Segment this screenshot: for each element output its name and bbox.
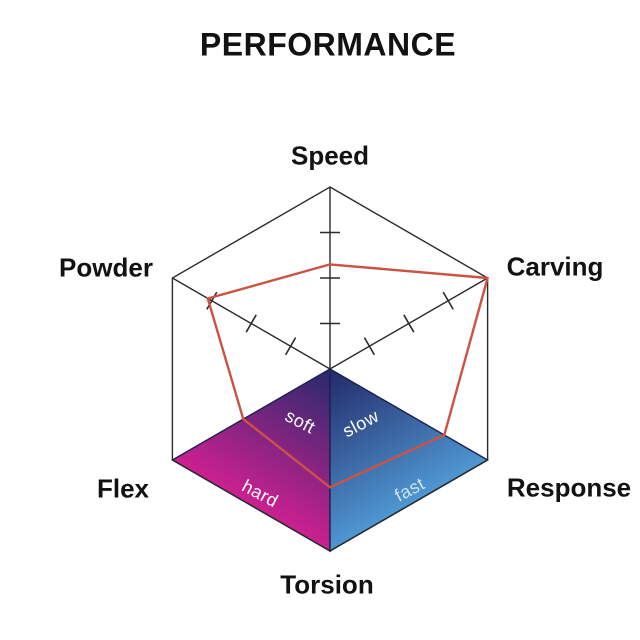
sector-torsion-response xyxy=(329,367,489,553)
data-polygon xyxy=(206,263,489,489)
axis-label-speed: Speed xyxy=(290,140,370,171)
axis-tick xyxy=(442,291,454,310)
chart-title: PERFORMANCE xyxy=(199,26,457,63)
axis-tick xyxy=(206,291,218,310)
axis-label-powder: Powder xyxy=(59,252,153,283)
axis-tick xyxy=(403,314,415,333)
axis-label-flex: Flex xyxy=(96,473,150,504)
axis-tick xyxy=(284,337,297,356)
axis-tick xyxy=(363,337,376,356)
axis-label-response: Response xyxy=(506,472,632,503)
axis-tick xyxy=(245,314,257,333)
axis-label-torsion: Torsion xyxy=(280,569,374,600)
sector-flex-torsion xyxy=(171,367,331,553)
axis-label-carving: Carving xyxy=(506,251,604,282)
